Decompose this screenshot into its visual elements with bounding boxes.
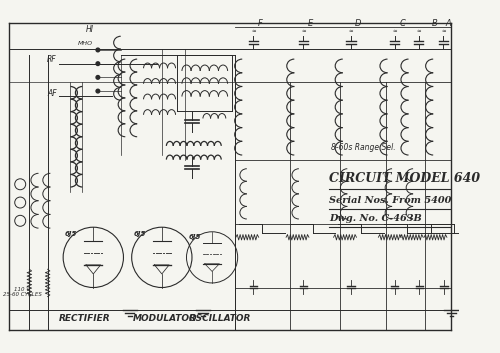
Text: CIRCUIT MODEL 640: CIRCUIT MODEL 640 <box>329 172 480 185</box>
Text: 110 V
25-60 CYCLES: 110 V 25-60 CYCLES <box>2 287 42 298</box>
Circle shape <box>96 48 100 52</box>
Text: OSCILLATOR: OSCILLATOR <box>188 314 250 323</box>
Text: AF: AF <box>47 89 57 98</box>
Circle shape <box>96 89 100 93</box>
Text: $\approx$: $\approx$ <box>348 27 354 34</box>
Text: C: C <box>399 19 405 28</box>
Text: $\approx$: $\approx$ <box>415 27 422 34</box>
Circle shape <box>96 76 100 79</box>
Text: E: E <box>308 19 314 28</box>
Text: A: A <box>446 19 452 28</box>
Text: Serial Nos. From 5400: Serial Nos. From 5400 <box>329 196 452 204</box>
Circle shape <box>96 62 100 66</box>
Text: $\approx$: $\approx$ <box>440 27 447 34</box>
Text: HI: HI <box>86 25 94 34</box>
Text: B: B <box>432 19 438 28</box>
Text: RF: RF <box>47 55 57 64</box>
Text: $\approx$: $\approx$ <box>250 27 256 34</box>
Text: 8-60s Range Sel.: 8-60s Range Sel. <box>330 143 395 152</box>
Text: $\approx$: $\approx$ <box>392 27 398 34</box>
Text: MODULATOR: MODULATOR <box>132 314 196 323</box>
Text: 6J5: 6J5 <box>134 231 146 237</box>
Text: Dwg. No. C-463B: Dwg. No. C-463B <box>329 214 422 223</box>
Text: D: D <box>355 19 362 28</box>
Text: RECTIFIER: RECTIFIER <box>58 314 110 323</box>
Text: $\approx$: $\approx$ <box>300 27 307 34</box>
Text: MHO: MHO <box>78 41 94 46</box>
Text: 6J5: 6J5 <box>65 231 78 237</box>
Text: 6J5: 6J5 <box>188 234 200 240</box>
Text: F: F <box>258 19 263 28</box>
